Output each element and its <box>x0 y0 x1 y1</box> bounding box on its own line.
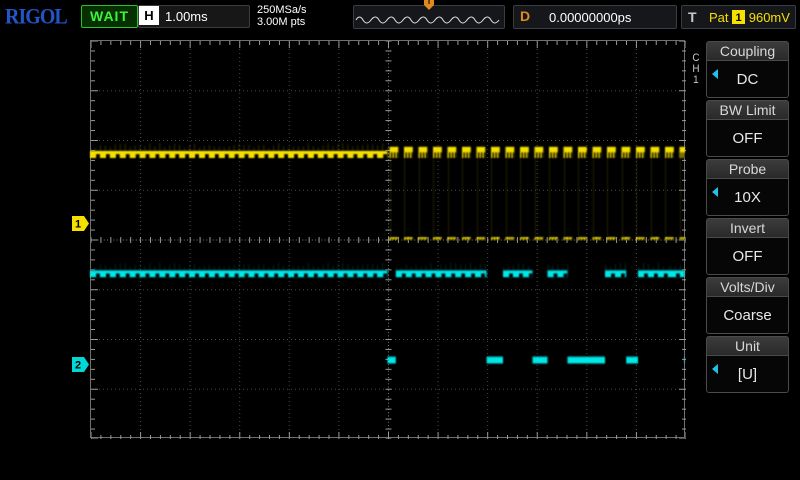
svg-text:1: 1 <box>736 12 742 24</box>
svg-text:2: 2 <box>75 360 81 372</box>
svg-text:1: 1 <box>75 219 81 231</box>
